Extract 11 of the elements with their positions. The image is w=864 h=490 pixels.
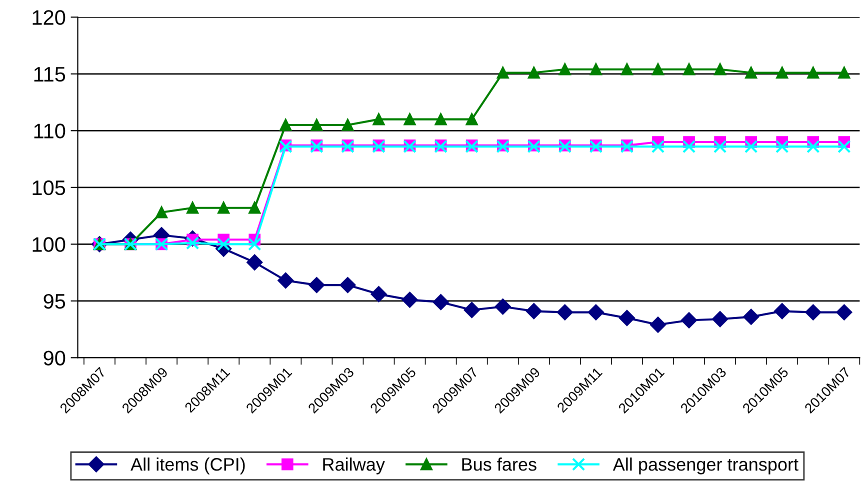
legend-label: Bus fares [462, 458, 536, 471]
y-tick-label: 115 [34, 67, 66, 82]
y-tick-label: 105 [32, 180, 66, 196]
legend-label: All passenger transport [612, 458, 798, 474]
y-tick-label: 100 [32, 237, 66, 252]
y-tick-label: 110 [34, 124, 66, 138]
legend-label: All items (CPI) [130, 458, 245, 474]
y-tick-label: 95 [44, 294, 66, 309]
y-tick-label: 90 [44, 350, 66, 366]
legend-label: Railway [323, 458, 385, 474]
y-tick-label: 120 [32, 10, 66, 25]
